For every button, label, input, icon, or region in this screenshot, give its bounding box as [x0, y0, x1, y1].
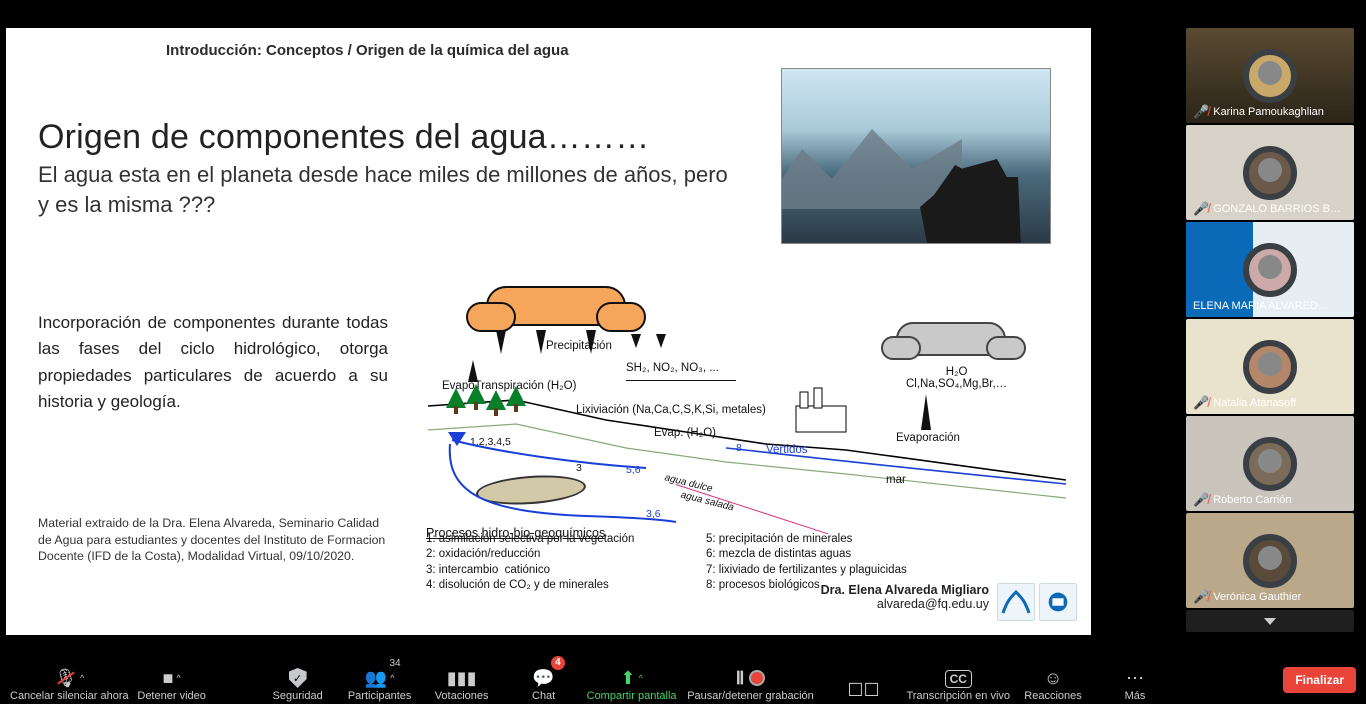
participant-tile[interactable]: ELENA MARIA ALVARED…: [1186, 222, 1354, 317]
hero-image-dinosaurs: [781, 68, 1051, 244]
toolbar-label: Pausar/detener grabación: [687, 690, 814, 702]
mute-button[interactable]: 🎙^ Cancelar silenciar ahora: [10, 658, 129, 702]
closed-caption-button[interactable]: CC Transcripción en vivo: [907, 658, 1011, 702]
mic-muted-icon: 🎤̸: [1193, 202, 1209, 215]
water-cycle-diagram: Precipitación EvapoTranspiración (H₂O) S…: [426, 284, 1066, 594]
participant-name: GONZALO BARRIOS B…: [1213, 203, 1341, 215]
slide-title: Origen de componentes del agua………: [38, 118, 649, 157]
meeting-stage: Introducción: Conceptos / Origen de la q…: [0, 0, 1366, 656]
toolbar-label: Participantes: [348, 690, 412, 702]
toolbar-label: Detener video: [137, 690, 206, 702]
arrow-down-icon: [536, 330, 546, 354]
slide-subtitle: El agua esta en el planeta desde hace mi…: [38, 160, 738, 219]
diagram-label: Lixiviación (Na,Ca,C,S,K,Si, metales): [576, 404, 766, 416]
toolbar-label: Seguridad: [273, 690, 323, 702]
security-button[interactable]: Seguridad: [259, 658, 337, 702]
mic-muted-icon: 🎤̸: [1193, 493, 1209, 506]
slide-paragraph: Incorporación de componentes durante tod…: [38, 310, 388, 415]
toolbar-label: Chat: [532, 690, 555, 702]
more-button[interactable]: ⋯ Más: [1096, 658, 1174, 702]
participant-name: ELENA MARIA ALVARED…: [1193, 300, 1329, 312]
participants-count: 34: [390, 658, 401, 669]
slide-header: Introducción: Conceptos / Origen de la q…: [166, 42, 569, 59]
reactions-icon: ☺: [1044, 668, 1062, 688]
record-icon: Ⅱ: [736, 668, 766, 688]
participant-tile[interactable]: 🎤̸ Roberto Carrión: [1186, 416, 1354, 511]
toolbar-label: Cancelar silenciar ahora: [10, 690, 129, 702]
chat-icon: 💬: [532, 668, 554, 688]
end-meeting-button[interactable]: Finalizar: [1283, 667, 1356, 693]
chevron-down-icon: [1264, 618, 1276, 625]
cloud-icon: [596, 302, 646, 332]
cc-icon: CC: [945, 670, 972, 688]
process-list-right: 5: precipitación de minerales 6: mezcla …: [706, 532, 966, 594]
share-screen-button[interactable]: ⬆^ Compartir pantalla: [587, 658, 677, 702]
tree-icon: [506, 386, 526, 412]
participant-name: Karina Pamoukaghlian: [1213, 106, 1324, 118]
participant-name: Natalia Atanasoff: [1213, 397, 1296, 409]
video-icon: ■^: [163, 668, 181, 688]
tree-icon: [466, 384, 486, 410]
toolbar-label: Votaciones: [435, 690, 489, 702]
toolbar-label: Reacciones: [1024, 690, 1081, 702]
factory-icon: [786, 386, 856, 436]
chat-button[interactable]: 💬 4 Chat: [505, 658, 583, 702]
meeting-toolbar: 🎙^ Cancelar silenciar ahora ■^ Detener v…: [0, 656, 1366, 704]
reactions-button[interactable]: ☺ Reacciones: [1014, 658, 1092, 702]
diagram-label: Precipitación: [546, 340, 612, 352]
toolbar-label: Compartir pantalla: [587, 690, 677, 702]
microphone-muted-icon: 🎙^: [54, 668, 84, 688]
participant-tile[interactable]: 🎤̸ Karina Pamoukaghlian: [1186, 28, 1354, 123]
participant-tile[interactable]: 🎤̸ Natalia Atanasoff: [1186, 319, 1354, 414]
participant-tile[interactable]: 🎤̸ GONZALO BARRIOS B…: [1186, 125, 1354, 220]
video-button[interactable]: ■^ Detener video: [133, 658, 211, 702]
participant-gallery: 🎤̸ Karina Pamoukaghlian 🎤̸ GONZALO BARRIOS…: [1186, 0, 1366, 656]
participants-icon: 👥^: [365, 668, 395, 688]
arrow-down-icon: [656, 334, 666, 348]
tree-icon: [446, 388, 466, 414]
gallery-scroll-down[interactable]: [1186, 610, 1354, 632]
mic-muted-icon: 🎤̸: [1193, 105, 1209, 118]
participant-name: Roberto Carrión: [1213, 494, 1291, 506]
cloud-icon: [881, 336, 921, 360]
shield-icon: [289, 668, 307, 688]
participants-button[interactable]: 👥^ 34 Participantes: [341, 658, 419, 702]
toolbar-label: Transcripción en vivo: [907, 690, 1011, 702]
arrow-down-icon: [631, 334, 641, 348]
record-button[interactable]: Ⅱ Pausar/detener grabación: [681, 658, 821, 702]
chat-badge: 4: [551, 656, 565, 670]
process-list-left: 1: asimilación selectiva por la vegetaci…: [426, 532, 676, 594]
participant-name: Verónica Gauthier: [1213, 591, 1301, 603]
diagram-label: H₂O Cl,Na,SO₄,Mg,Br,…: [906, 366, 1007, 390]
arrow-down-icon: [496, 330, 506, 354]
toolbar-label: Más: [1125, 690, 1146, 702]
share-icon: ⬆^: [620, 668, 642, 688]
arrow-up-icon: [921, 394, 931, 430]
mic-muted-icon: 🎤̸: [1193, 590, 1209, 603]
presentation-slide: Introducción: Conceptos / Origen de la q…: [6, 28, 1091, 635]
cloud-icon: [466, 302, 516, 332]
cloud-icon: [986, 336, 1026, 360]
breakout-rooms-button[interactable]: ☐☐: [825, 658, 903, 702]
polls-icon: ▮▮▮: [447, 668, 477, 688]
signature-email: alvareda@fq.edu.uy: [821, 597, 989, 611]
mic-muted-icon: 🎤̸: [1193, 396, 1209, 409]
more-icon: ⋯: [1126, 668, 1144, 688]
rooms-icon: ☐☐: [847, 680, 879, 700]
participant-tile[interactable]: 🎤̸ Verónica Gauthier: [1186, 513, 1354, 608]
slide-credit: Material extraido de la Dra. Elena Alvar…: [38, 515, 388, 565]
polls-button[interactable]: ▮▮▮ Votaciones: [423, 658, 501, 702]
tree-icon: [486, 390, 506, 416]
shared-screen: Introducción: Conceptos / Origen de la q…: [0, 0, 1186, 656]
